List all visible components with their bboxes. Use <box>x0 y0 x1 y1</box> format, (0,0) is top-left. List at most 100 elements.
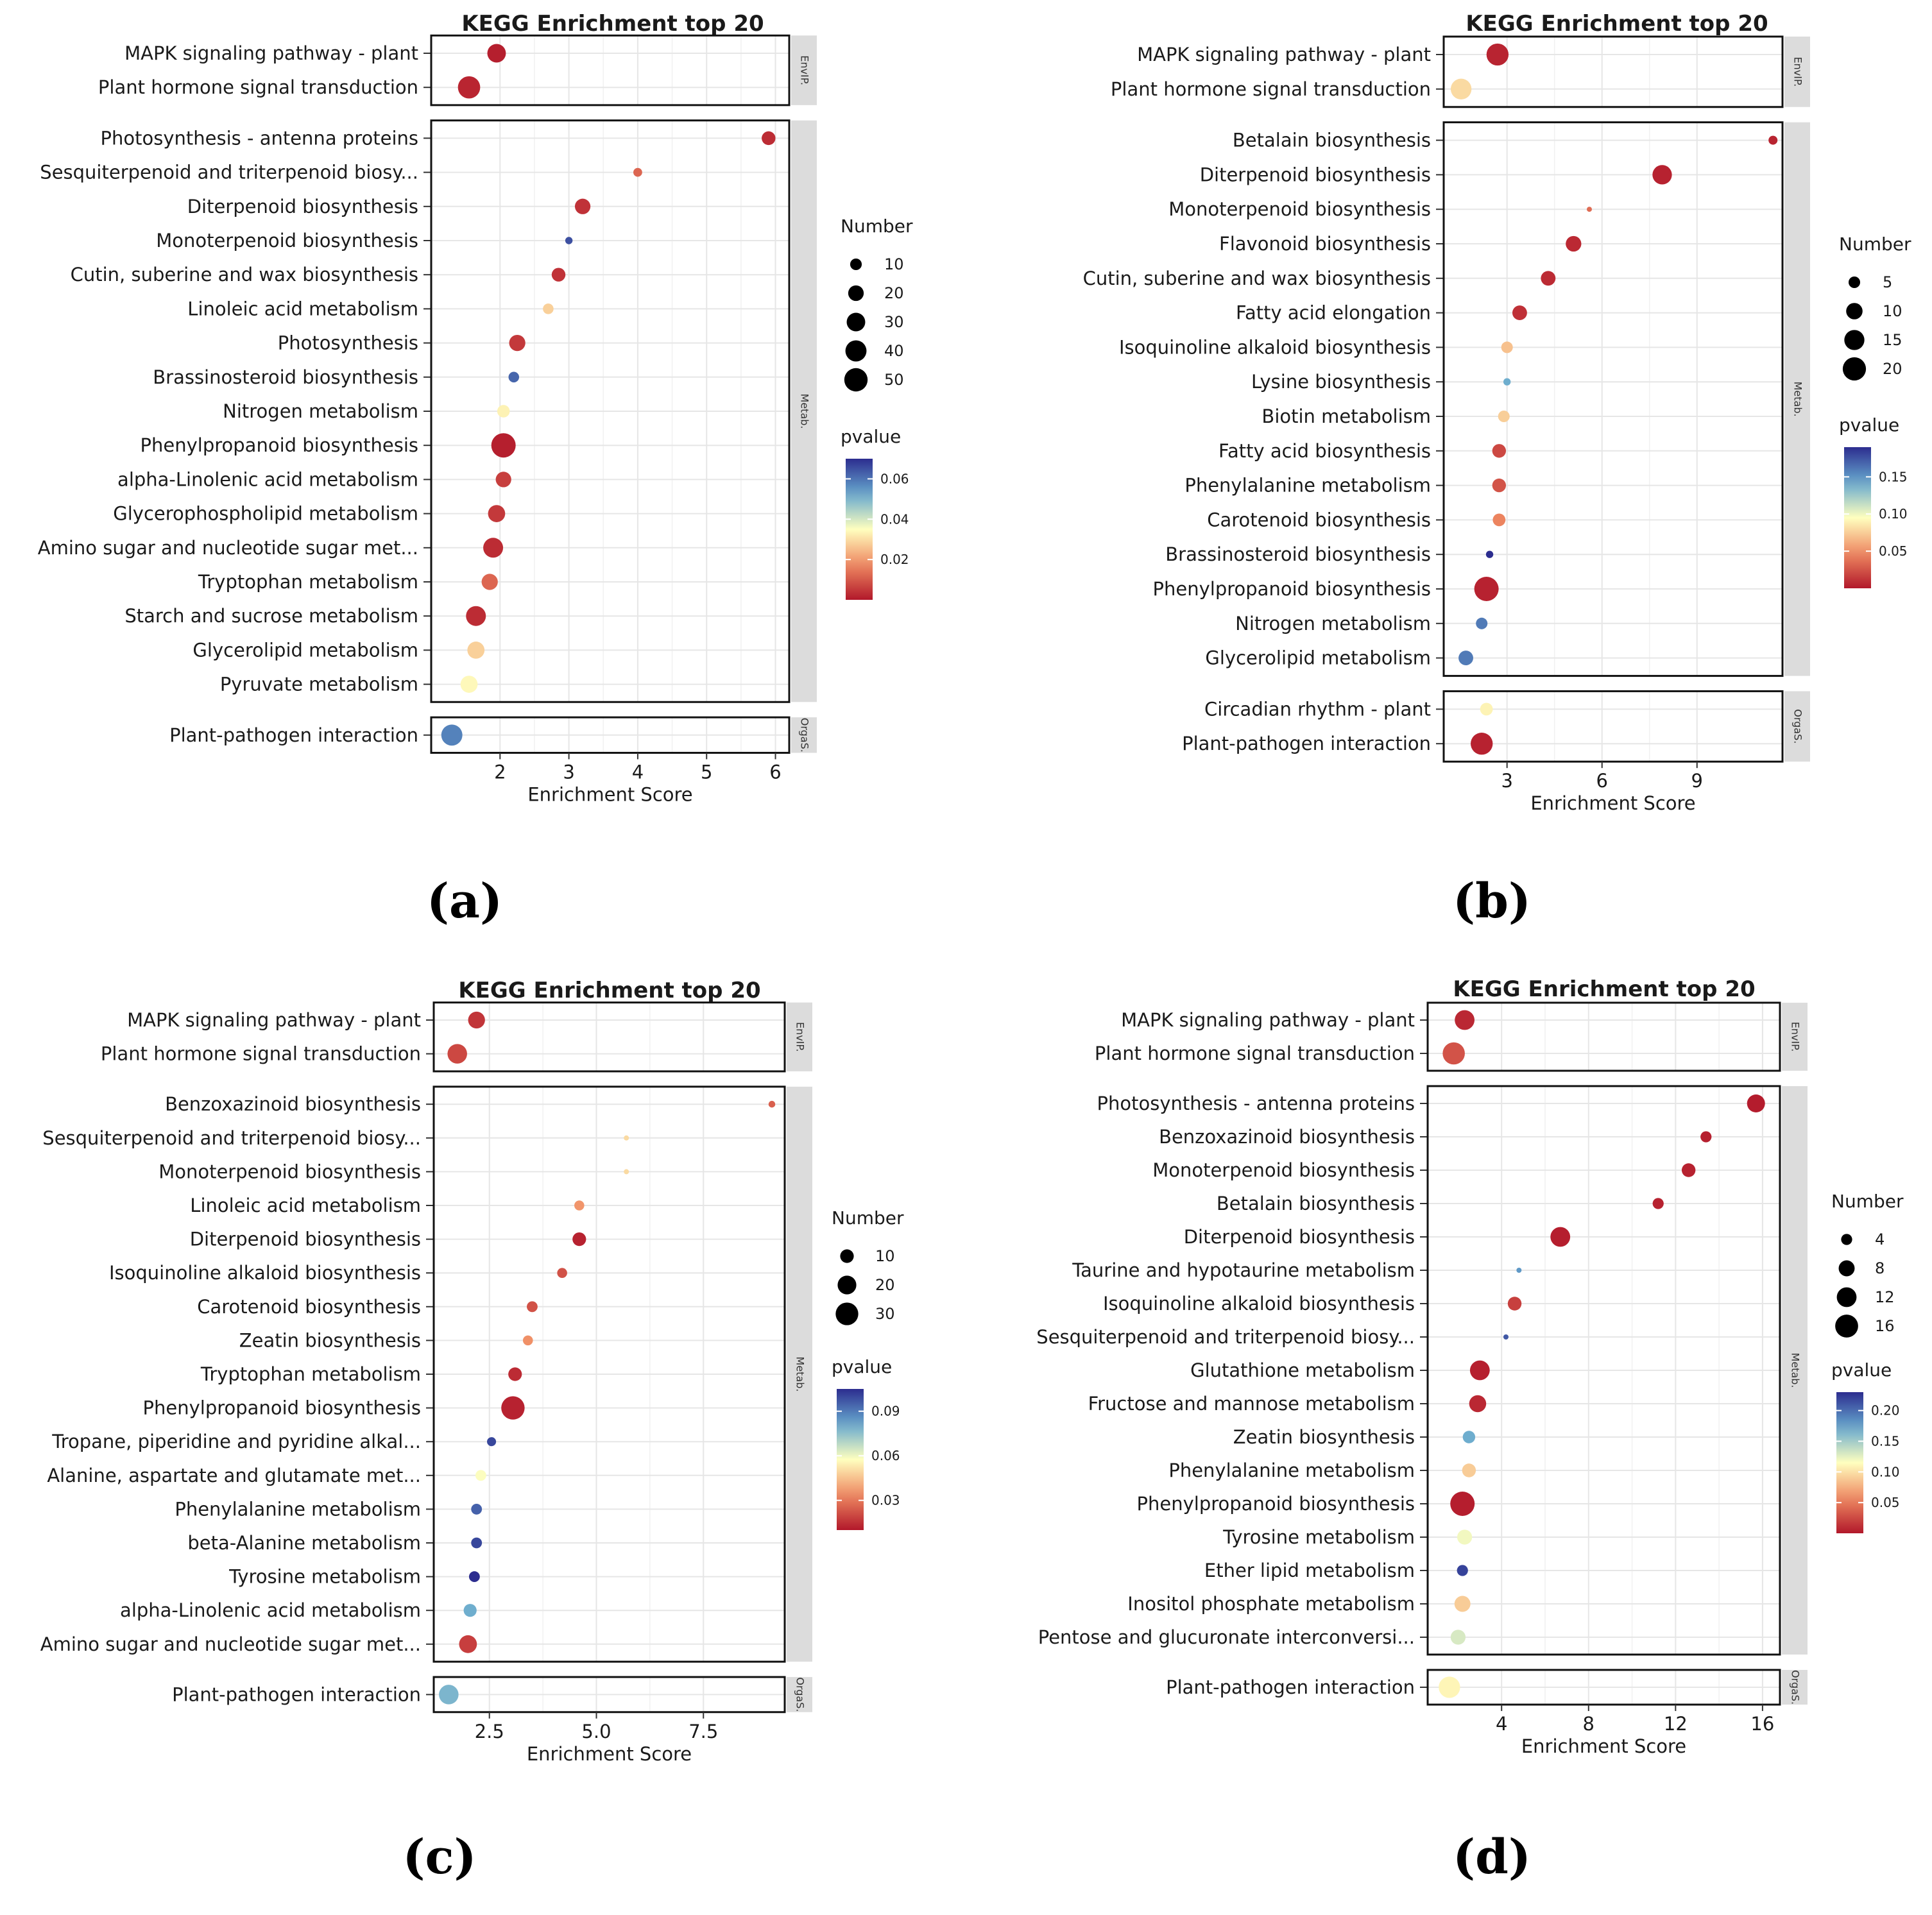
term-label: Glutathione metabolism <box>1190 1359 1415 1381</box>
term-label: alpha-Linolenic acid metabolism <box>120 1599 421 1621</box>
term-label: Plant hormone signal transduction <box>1111 78 1431 100</box>
data-point <box>439 1685 459 1705</box>
data-point <box>487 1437 497 1447</box>
data-point <box>633 167 642 177</box>
facet-border <box>432 1001 786 1073</box>
facet-background <box>431 35 789 105</box>
legend-size-label: 40 <box>884 342 904 360</box>
legend-size-symbol <box>1841 1234 1852 1245</box>
legend-pvalue-label: 0.15 <box>1871 1434 1900 1449</box>
term-label: Benzoxazinoid biosynthesis <box>165 1093 421 1115</box>
data-point <box>1457 1529 1473 1545</box>
legend-number-title: Number <box>1839 234 1911 255</box>
term-label: Fatty acid biosynthesis <box>1218 440 1431 462</box>
facet-background <box>1444 122 1782 676</box>
data-point <box>557 1268 567 1278</box>
term-label: Tryptophan metabolism <box>200 1363 421 1385</box>
data-point <box>483 538 504 558</box>
facet-strip <box>1784 122 1810 676</box>
legend-pvalue-label: 0.06 <box>871 1448 900 1463</box>
data-point <box>475 1470 486 1481</box>
term-label: Monoterpenoid biosynthesis <box>158 1161 421 1182</box>
data-point <box>1450 1630 1466 1645</box>
data-point <box>1492 478 1507 493</box>
chart-title: KEGG Enrichment top 20 <box>1453 976 1755 1002</box>
facet-border <box>1442 690 1784 763</box>
term-label: Flavonoid biosynthesis <box>1219 233 1431 255</box>
facet-metab: Photosynthesis - antenna proteins Sesquit… <box>38 119 817 703</box>
term-label: Monoterpenoid biosynthesis <box>1152 1159 1415 1181</box>
term-label: Circadian rhythm - plant <box>1204 698 1431 720</box>
data-point <box>1507 1297 1522 1311</box>
data-point <box>1652 1198 1664 1209</box>
term-label: Brassinosteroid biosynthesis <box>153 366 418 388</box>
legend-number-title: Number <box>832 1207 904 1229</box>
legend-size-symbol <box>1846 303 1863 319</box>
facet-border <box>430 119 791 703</box>
x-tick-label: 6 <box>1596 770 1608 792</box>
facet-border <box>1426 1085 1781 1656</box>
legend-pvalue-label: 0.05 <box>1879 543 1908 559</box>
term-label: Tryptophan metabolism <box>198 571 418 593</box>
term-label: Photosynthesis <box>278 332 418 354</box>
x-tick-label: 6 <box>769 761 781 783</box>
data-point <box>1550 1227 1571 1247</box>
facet-strip <box>1782 1669 1808 1705</box>
legend-size-symbol <box>1836 1287 1857 1307</box>
facet-strip-label: EnvIP. <box>799 55 811 85</box>
facet-border <box>430 34 791 106</box>
term-label: beta-Alanine metabolism <box>187 1532 421 1554</box>
data-point <box>1503 1334 1509 1340</box>
facet-strip <box>1782 1002 1808 1071</box>
facet-background <box>1428 1002 1780 1071</box>
data-point <box>495 472 511 488</box>
legend-size-symbol <box>848 285 864 302</box>
legend-size-symbol <box>1838 1260 1855 1277</box>
legend-pvalue-title: pvalue <box>1831 1359 1892 1381</box>
legend-size-label: 50 <box>884 371 904 389</box>
facet-envip: MAPK signaling pathway - plant Plant horm… <box>1095 1001 1808 1072</box>
data-point <box>457 76 481 99</box>
data-point <box>488 505 506 522</box>
term-label: Photosynthesis - antenna proteins <box>1097 1093 1415 1114</box>
data-point <box>459 1635 477 1653</box>
data-point <box>1442 1042 1465 1065</box>
term-label: Isoquinoline alkaloid biosynthesis <box>1119 336 1431 358</box>
legend-size-label: 12 <box>1875 1288 1895 1306</box>
data-point <box>468 1571 480 1583</box>
x-tick-label: 2.5 <box>475 1721 504 1742</box>
facet-strip-label: OrgaS. <box>1790 1670 1802 1705</box>
x-axis-title: Enrichment Score <box>527 783 692 805</box>
legend-pvalue-title: pvalue <box>1839 414 1899 436</box>
data-point <box>1469 1360 1490 1381</box>
legend-size-label: 4 <box>1875 1230 1885 1248</box>
x-tick-label: 8 <box>1583 1713 1594 1735</box>
term-label: Carotenoid biosynthesis <box>1207 509 1431 531</box>
facet-strip <box>787 1677 812 1712</box>
facet-border <box>1442 35 1784 108</box>
facet-envip: MAPK signaling pathway - plant Plant horm… <box>1111 35 1810 108</box>
data-point <box>1439 1676 1460 1698</box>
data-point <box>468 1011 485 1029</box>
term-label: Diterpenoid biosynthesis <box>1184 1226 1415 1248</box>
term-label: Diterpenoid biosynthesis <box>190 1229 421 1250</box>
data-point <box>551 268 566 282</box>
term-label: Glycerophospholipid metabolism <box>113 503 418 525</box>
x-tick-label: 2 <box>494 761 506 783</box>
data-point <box>565 237 573 244</box>
term-label: Plant-pathogen interaction <box>1166 1676 1415 1698</box>
term-label: Plant-pathogen interaction <box>1182 733 1431 754</box>
legend-color-bar <box>1844 447 1871 588</box>
data-point <box>1450 78 1472 99</box>
term-label: Nitrogen metabolism <box>1235 613 1431 634</box>
legend-size-symbol <box>1844 330 1865 350</box>
data-point <box>1700 1131 1712 1143</box>
data-point <box>1455 1010 1475 1030</box>
data-point <box>508 1367 522 1381</box>
term-label: Phenylpropanoid biosynthesis <box>1137 1493 1415 1515</box>
term-label: Pentose and glucuronate interconversi... <box>1038 1626 1415 1648</box>
facet-orgas: Plant-pathogen interaction OrgaS. <box>1166 1669 1808 1706</box>
data-point <box>501 1396 525 1420</box>
